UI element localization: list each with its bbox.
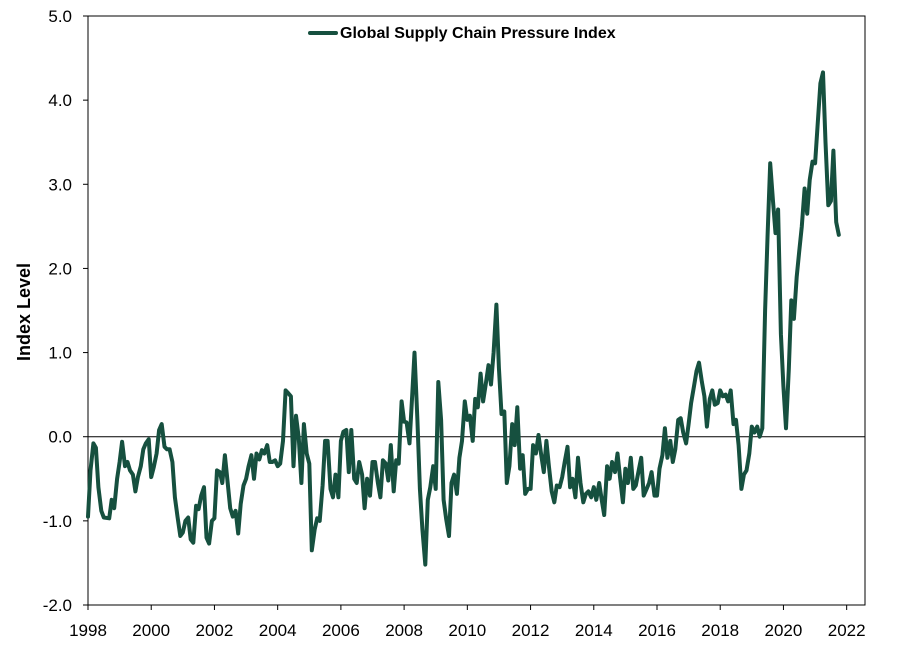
y-tick-label: -1.0	[43, 512, 72, 531]
x-tick-label: 2014	[575, 621, 613, 640]
y-tick-label: 4.0	[48, 91, 72, 110]
y-tick-label: 1.0	[48, 344, 72, 363]
legend: Global Supply Chain Pressure Index	[308, 25, 616, 42]
y-axis-title: Index Level	[14, 263, 34, 361]
y-tick-label: 5.0	[48, 7, 72, 26]
x-tick-label: 2006	[322, 621, 360, 640]
x-tick-label: 2008	[385, 621, 423, 640]
legend-label: Global Supply Chain Pressure Index	[340, 25, 616, 42]
y-tick-label: 3.0	[48, 175, 72, 194]
x-tick-label: 2018	[701, 621, 739, 640]
y-axis-ticks: -2.0 -1.0 0.0 1.0 2.0 3.0 4.0 5.0	[43, 7, 88, 615]
series-line	[86, 70, 841, 567]
x-tick-label: 1998	[69, 621, 107, 640]
x-tick-label: 2000	[132, 621, 170, 640]
x-tick-label: 2012	[512, 621, 550, 640]
plot-area-frame	[87, 15, 866, 606]
x-tick-label: 2022	[828, 621, 866, 640]
y-tick-label: 2.0	[48, 259, 72, 278]
x-tick-label: 2020	[765, 621, 803, 640]
x-tick-label: 2010	[448, 621, 486, 640]
y-tick-label: -2.0	[43, 596, 72, 615]
y-tick-label: 0.0	[48, 428, 72, 447]
x-tick-label: 2002	[196, 621, 234, 640]
x-tick-label: 2004	[259, 621, 297, 640]
x-tick-label: 2016	[638, 621, 676, 640]
x-axis-ticks: 1998 2000 2002 2004 2006 2008 2010 2012 2014 2016…	[69, 605, 866, 640]
